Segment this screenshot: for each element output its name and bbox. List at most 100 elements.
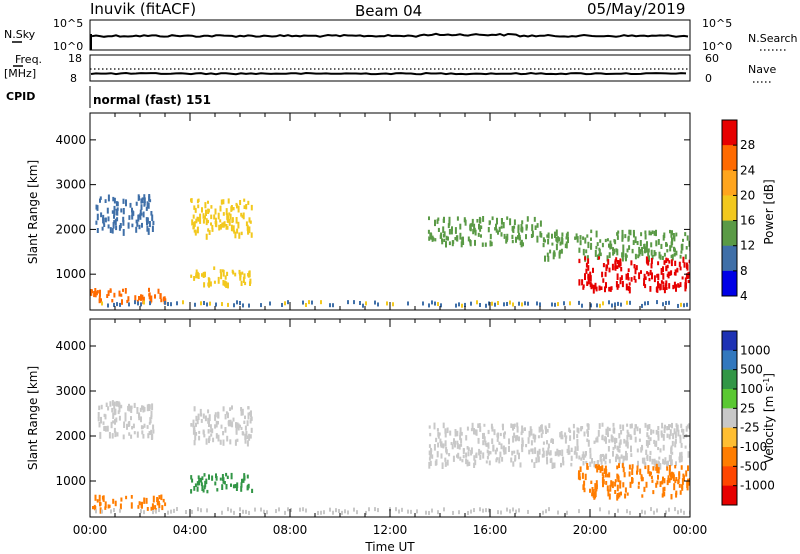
velocity-echo-cell [240, 407, 243, 412]
power-echo-cell [669, 229, 671, 234]
power-echo-cell [641, 250, 644, 256]
power-echo-cell [100, 298, 102, 303]
power-echo-cell [210, 214, 213, 220]
velocity-echo-cell [130, 495, 133, 499]
power-echo-cell [120, 293, 123, 297]
velocity-echo-cell [244, 438, 247, 444]
power-echo-cell [227, 198, 230, 204]
velocity-echo-cell [582, 461, 585, 466]
power-echo-cell [434, 219, 436, 227]
power-echo-cell [651, 255, 654, 260]
power-echo-cell [199, 218, 202, 224]
velocity-echo-cell [454, 440, 456, 448]
power-echo-cell [247, 228, 250, 234]
velocity-echo-cell [624, 487, 627, 493]
power-echo-cell [525, 224, 528, 229]
power-echo-cell [243, 205, 246, 209]
velocity-echo-cell [619, 439, 622, 445]
velocity-echo-cell [112, 420, 115, 424]
velocity-echo-cell [459, 427, 462, 433]
power-echo-cell [614, 266, 617, 270]
power-echo-cell [675, 250, 678, 256]
velocity-echo-cell [677, 429, 680, 437]
power-echo-cell [565, 236, 568, 240]
velocity-echo-cell [643, 457, 646, 465]
power-ground-cell [683, 303, 685, 308]
power-echo-cell [511, 234, 514, 240]
power-echo-cell [626, 286, 629, 291]
power-echo-cell [560, 248, 563, 254]
velocity-echo-cell [197, 475, 200, 479]
velocity-echo-cell [448, 453, 451, 457]
velocity-echo-cell [585, 460, 588, 464]
velocity-echo-cell [146, 507, 149, 511]
power-echo-cell [141, 294, 144, 300]
velocity-echo-cell [477, 423, 480, 428]
velocity-xtick-label: 16:00 [473, 523, 508, 537]
power-echo-cell [109, 289, 112, 293]
velocity-echo-cell [111, 433, 114, 439]
power-echo-cell [202, 213, 205, 219]
power-echo-cell [194, 207, 197, 213]
power-echo-cell [234, 272, 237, 277]
velocity-echo-cell [625, 440, 628, 447]
velocity-echo-cell [459, 456, 462, 461]
power-echo-cell [633, 231, 635, 238]
power-ground-cell [170, 302, 172, 307]
power-ground-cell [329, 303, 331, 308]
velocity-echo-cell [209, 424, 212, 429]
power-ground-cell [494, 302, 496, 307]
velocity-echo-cell [116, 401, 118, 407]
velocity-echo-cell [479, 454, 482, 460]
velocity-echo-cell [530, 440, 533, 446]
velocity-echo-cell [234, 484, 237, 489]
power-echo-cell [616, 265, 619, 269]
velocity-echo-cell [664, 457, 667, 464]
power-echo-cell [99, 289, 101, 297]
velocity-echo-cell [454, 431, 457, 437]
velocity-echo-cell [242, 478, 245, 483]
velocity-echo-cell [99, 431, 102, 439]
power-echo-cell [613, 239, 616, 243]
power-echo-cell [606, 264, 609, 269]
velocity-echo-cell [444, 461, 447, 467]
power-echo-cell [656, 286, 659, 293]
power-echo-cell [520, 240, 523, 248]
velocity-echo-cell [643, 486, 646, 492]
power-echo-cell [503, 233, 506, 239]
power-echo-region [190, 198, 253, 240]
velocity-echo-cell [120, 497, 123, 502]
power-echo-cell [115, 201, 118, 207]
velocity-echo-cell [112, 498, 115, 504]
power-echo-cell [107, 194, 110, 202]
power-echo-cell [248, 226, 251, 234]
power-echo-cell [222, 222, 225, 228]
power-echo-cell [622, 249, 625, 257]
velocity-echo-cell [512, 435, 515, 443]
velocity-ground-cell [437, 510, 439, 515]
power-echo-cell [582, 236, 585, 240]
velocity-echo-cell [655, 460, 657, 465]
velocity-echo-cell [614, 490, 617, 494]
velocity-ground-cell [452, 510, 454, 515]
velocity-ground-cell [143, 510, 145, 515]
power-ground-cell [305, 302, 307, 307]
velocity-echo-cell [440, 453, 443, 459]
velocity-ground-cell [119, 508, 121, 513]
power-echo-cell [113, 215, 115, 219]
velocity-echo-cell [618, 463, 620, 468]
velocity-echo-cell [604, 473, 607, 478]
power-echo-cell [146, 225, 149, 232]
velocity-echo-cell [681, 428, 683, 433]
power-echo-cell [673, 252, 676, 257]
velocity-echo-cell [583, 480, 586, 486]
power-echo-cell [484, 242, 487, 247]
velocity-echo-cell [625, 456, 628, 461]
velocity-echo-cell [622, 482, 625, 488]
velocity-echo-cell [147, 433, 150, 439]
power-colorbar-segment [722, 245, 737, 272]
velocity-echo-cell [493, 429, 496, 436]
velocity-echo-cell [456, 430, 459, 437]
velocity-echo-cell [627, 432, 630, 437]
velocity-echo-cell [102, 496, 105, 501]
